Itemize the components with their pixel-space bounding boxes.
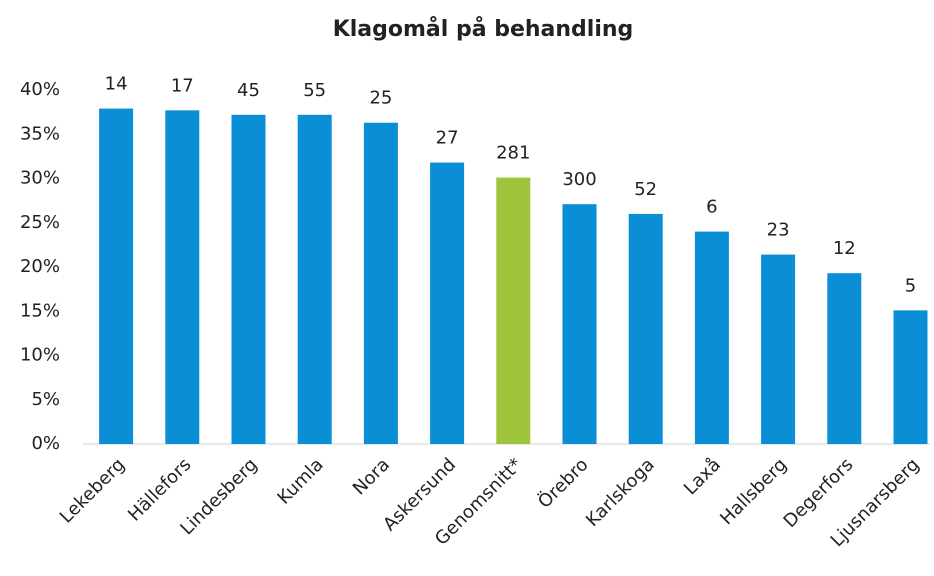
- count-label: 6: [706, 197, 717, 218]
- bar: [231, 114, 266, 444]
- chart-title: Klagomål på behandling: [333, 16, 634, 42]
- bar: [496, 177, 531, 445]
- y-tick-label: 0%: [31, 433, 60, 454]
- y-tick-label: 35%: [20, 123, 60, 144]
- x-tick-label: Nora: [349, 454, 394, 499]
- bar: [99, 108, 134, 445]
- bar: [761, 254, 796, 444]
- bar: [628, 213, 663, 444]
- count-label: 17: [171, 75, 194, 96]
- count-label: 55: [303, 80, 326, 101]
- count-label: 12: [833, 238, 856, 259]
- count-label: 14: [105, 74, 128, 95]
- y-tick-label: 40%: [20, 79, 60, 100]
- x-tick-label: Hällefors: [124, 454, 195, 525]
- count-label: 23: [767, 220, 790, 241]
- count-label: 27: [436, 128, 459, 149]
- bar: [165, 110, 200, 444]
- y-tick-label: 10%: [20, 345, 60, 366]
- bar: [562, 204, 597, 444]
- bar: [694, 231, 729, 444]
- bar: [363, 122, 398, 445]
- y-tick-label: 30%: [20, 168, 60, 189]
- y-tick-label: 20%: [20, 256, 60, 277]
- count-label: 5: [905, 275, 916, 296]
- x-tick-label: Karlskoga: [582, 454, 659, 531]
- count-label: 25: [369, 88, 392, 109]
- x-tick-label: Örebro: [533, 454, 592, 513]
- count-label: 281: [496, 143, 530, 164]
- x-tick-label: Kumla: [273, 454, 327, 508]
- x-tick-label: Lekeberg: [56, 454, 129, 527]
- count-label: 52: [634, 179, 657, 200]
- bar: [430, 162, 465, 444]
- count-label: 300: [562, 169, 596, 190]
- bar: [893, 310, 928, 444]
- bar: [827, 273, 862, 444]
- y-tick-label: 5%: [31, 389, 60, 410]
- y-tick-label: 15%: [20, 300, 60, 321]
- x-tick-label: Laxå: [680, 454, 725, 499]
- bar: [297, 114, 332, 444]
- count-label: 45: [237, 80, 260, 101]
- y-tick-label: 25%: [20, 212, 60, 233]
